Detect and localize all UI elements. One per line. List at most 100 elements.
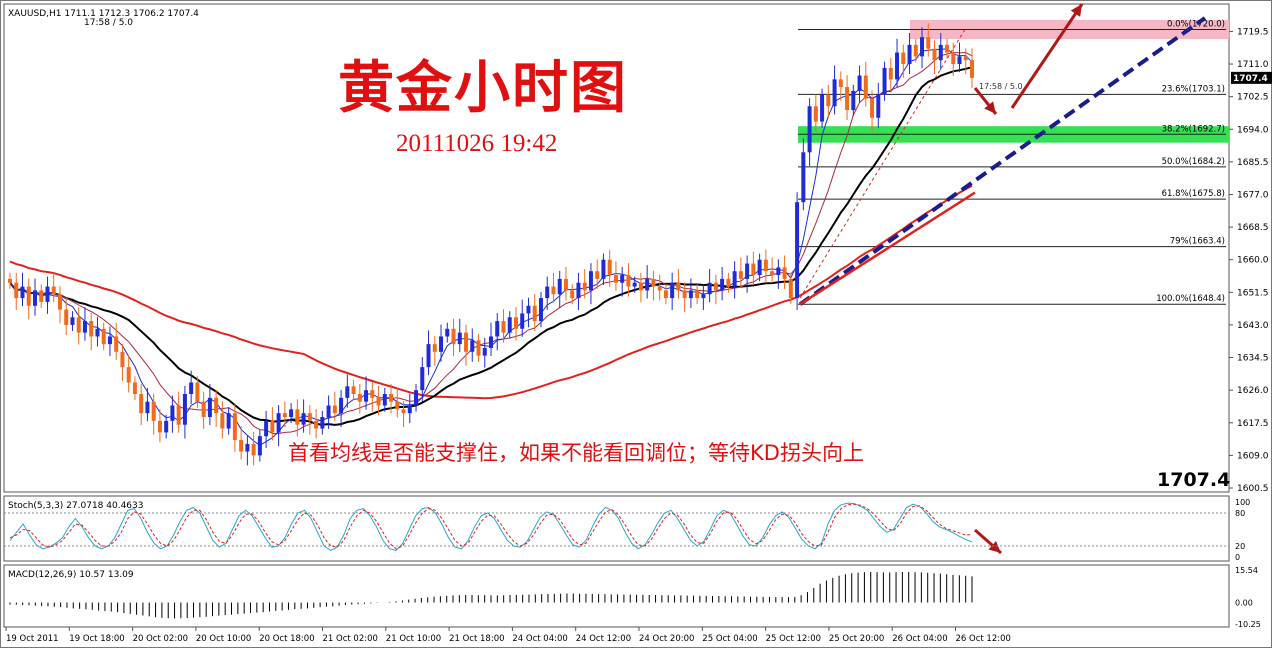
current-price-box bbox=[1231, 71, 1272, 84]
price-tick-label: 1626.0 bbox=[1237, 386, 1269, 396]
time-tick-label: 25 Oct 20:00 bbox=[829, 634, 884, 644]
candle-body bbox=[295, 409, 300, 425]
candle-body bbox=[426, 344, 431, 368]
candle-body bbox=[251, 443, 256, 456]
arrow-down-stoch-head bbox=[988, 541, 1001, 553]
trendline-thin-dashed bbox=[799, 29, 966, 299]
macd-tick-label: 15.54 bbox=[1235, 566, 1258, 575]
candle-body bbox=[401, 409, 406, 414]
candle-body bbox=[32, 290, 37, 306]
fib-level-label: 61.8%(1675.8) bbox=[1162, 189, 1225, 199]
main-panel-border bbox=[3, 3, 1230, 493]
candle-body bbox=[613, 275, 618, 283]
candle-body bbox=[132, 382, 137, 394]
candle-body bbox=[951, 52, 956, 65]
candle-body bbox=[913, 44, 918, 57]
price-tick-label: 1668.5 bbox=[1237, 223, 1269, 233]
ma-mid-line bbox=[9, 66, 973, 426]
candle-body bbox=[214, 397, 219, 414]
candle-body bbox=[607, 259, 612, 276]
candle-body bbox=[557, 278, 562, 295]
candle-body bbox=[207, 397, 212, 418]
candle-body bbox=[457, 332, 462, 345]
candle-body bbox=[176, 405, 181, 425]
candle-body bbox=[182, 394, 187, 425]
candle-body bbox=[201, 401, 206, 418]
time-tick-label: 19 Oct 18:00 bbox=[69, 634, 124, 644]
price-tick-label: 1694.0 bbox=[1237, 125, 1269, 135]
candle-body bbox=[520, 313, 525, 329]
price-tick-label: 1711.0 bbox=[1237, 60, 1269, 70]
stoch-panel-border bbox=[3, 495, 1230, 562]
arrow-up bbox=[1010, 3, 1084, 109]
candle-body bbox=[757, 259, 762, 276]
candle-body bbox=[701, 294, 706, 299]
candle-body bbox=[107, 336, 112, 345]
macd-tick-label: -10.25 bbox=[1235, 620, 1261, 629]
candle-body bbox=[526, 305, 531, 314]
candle-body bbox=[882, 67, 887, 95]
candle-body bbox=[276, 413, 281, 433]
candle-body bbox=[264, 420, 269, 437]
candle-body bbox=[101, 328, 106, 345]
time-tick-label: 21 Oct 10:00 bbox=[386, 634, 441, 644]
time-tick-label: 19 Oct 2011 bbox=[6, 634, 59, 644]
price-tick-label: 1634.5 bbox=[1237, 354, 1269, 364]
arrow-up-head bbox=[1070, 4, 1082, 17]
stoch-tick-label: 0 bbox=[1235, 553, 1240, 562]
candle-body bbox=[326, 405, 331, 418]
candle-body bbox=[420, 367, 425, 391]
candle-body bbox=[657, 286, 662, 291]
candle-body bbox=[570, 290, 575, 299]
candle-body bbox=[763, 259, 768, 272]
stoch-tick-label: 20 bbox=[1235, 542, 1245, 551]
overlay-countdown: 17:58 / 5.0 bbox=[979, 82, 1023, 91]
candle-body bbox=[164, 420, 169, 433]
overlay-comment: 首看均线是否能支撑住，如果不能看回调位；等待KD拐头向上 bbox=[288, 441, 864, 465]
time-tick-label: 21 Oct 02:00 bbox=[323, 634, 378, 644]
candle-body bbox=[638, 282, 643, 291]
candle-body bbox=[926, 37, 931, 49]
fib-level-label: 38.2%(1692.7) bbox=[1162, 124, 1225, 134]
candle-body bbox=[445, 328, 450, 337]
overlay-price-big: 1707.4 bbox=[1157, 469, 1230, 491]
candle-body bbox=[838, 79, 843, 88]
candle-body bbox=[139, 394, 144, 414]
candle-body bbox=[39, 290, 44, 302]
chart-header-symbol: XAUUSD,H1 1711.1 1712.3 1706.2 1707.4 bbox=[8, 9, 199, 19]
candle-body bbox=[538, 298, 543, 322]
candle-body bbox=[820, 94, 825, 122]
candle-body bbox=[970, 60, 974, 78]
candle-body bbox=[626, 275, 631, 287]
time-tick-label: 26 Oct 04:00 bbox=[892, 634, 947, 644]
candle-body bbox=[239, 440, 244, 452]
candle-body bbox=[870, 98, 875, 118]
candle-body bbox=[670, 282, 675, 299]
candle-body bbox=[332, 405, 337, 414]
candle-body bbox=[832, 79, 837, 107]
candle-body bbox=[857, 75, 862, 91]
candle-body bbox=[920, 37, 925, 57]
fib-level-label: 100.0%(1648.4) bbox=[1156, 294, 1225, 304]
candle-body bbox=[339, 397, 344, 414]
support-line-red bbox=[799, 191, 976, 306]
candle-body bbox=[407, 405, 412, 414]
candle-body bbox=[95, 328, 100, 337]
candle-body bbox=[582, 282, 587, 291]
candle-body bbox=[720, 278, 725, 291]
time-tick-label: 24 Oct 12:00 bbox=[576, 634, 631, 644]
candle-body bbox=[489, 336, 493, 348]
candle-body bbox=[476, 340, 481, 356]
price-tick-label: 1660.0 bbox=[1237, 256, 1269, 266]
time-tick-label: 24 Oct 20:00 bbox=[639, 634, 694, 644]
candle-body bbox=[795, 202, 800, 299]
candle-body bbox=[495, 321, 500, 337]
candle-body bbox=[151, 401, 156, 421]
stoch-tick-label: 100 bbox=[1235, 498, 1250, 507]
fib-level-label: 79%(1663.4) bbox=[1170, 237, 1225, 247]
price-tick-label: 1617.5 bbox=[1237, 419, 1269, 429]
candle-body bbox=[195, 382, 200, 402]
candle-body bbox=[157, 420, 162, 433]
macd-label: MACD(12,26,9) 10.57 13.09 bbox=[8, 570, 134, 580]
